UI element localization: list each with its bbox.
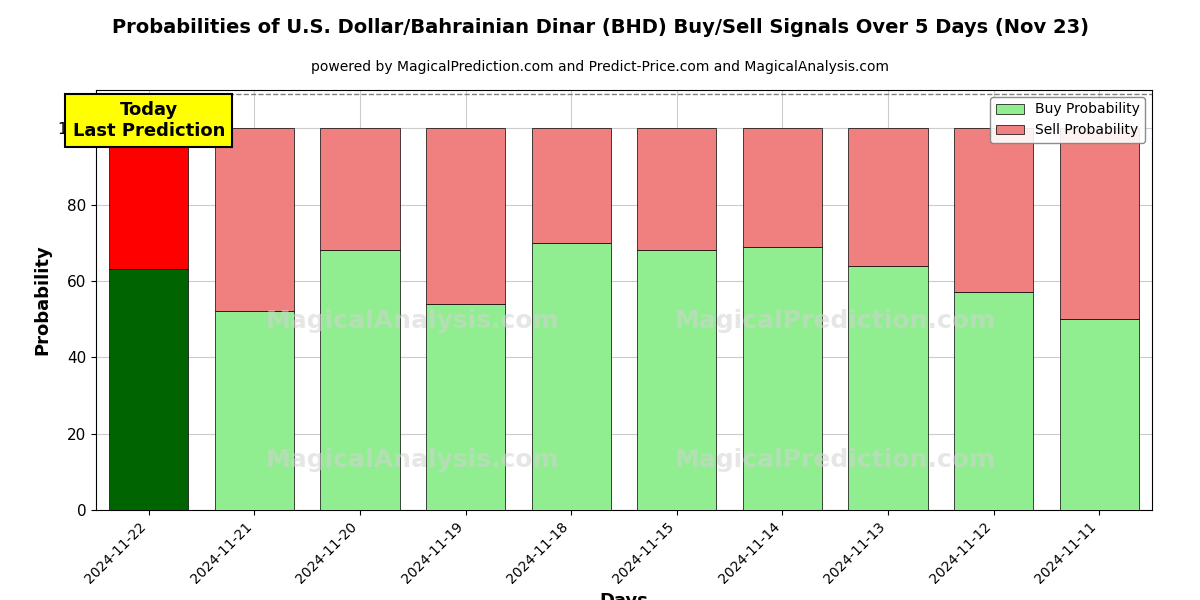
Text: MagicalAnalysis.com: MagicalAnalysis.com xyxy=(266,309,559,333)
Text: MagicalPrediction.com: MagicalPrediction.com xyxy=(674,309,996,333)
Bar xyxy=(532,128,611,243)
Bar xyxy=(1060,319,1139,510)
Bar xyxy=(109,269,188,510)
Bar xyxy=(109,128,188,269)
Text: Probabilities of U.S. Dollar/Bahrainian Dinar (BHD) Buy/Sell Signals Over 5 Days: Probabilities of U.S. Dollar/Bahrainian … xyxy=(112,18,1088,37)
Bar xyxy=(215,311,294,510)
Bar xyxy=(426,128,505,304)
Bar xyxy=(848,266,928,510)
Text: MagicalPrediction.com: MagicalPrediction.com xyxy=(674,448,996,472)
Bar xyxy=(320,128,400,250)
Bar xyxy=(848,128,928,266)
Bar xyxy=(954,128,1033,292)
Bar xyxy=(743,247,822,510)
Bar xyxy=(637,250,716,510)
X-axis label: Days: Days xyxy=(600,592,648,600)
Text: MagicalAnalysis.com: MagicalAnalysis.com xyxy=(266,448,559,472)
Y-axis label: Probability: Probability xyxy=(34,245,52,355)
Bar xyxy=(532,243,611,510)
Bar xyxy=(954,292,1033,510)
Bar xyxy=(637,128,716,250)
Bar xyxy=(426,304,505,510)
Bar xyxy=(743,128,822,247)
Legend: Buy Probability, Sell Probability: Buy Probability, Sell Probability xyxy=(990,97,1145,143)
Bar xyxy=(215,128,294,311)
Bar xyxy=(1060,128,1139,319)
Bar xyxy=(320,250,400,510)
Text: powered by MagicalPrediction.com and Predict-Price.com and MagicalAnalysis.com: powered by MagicalPrediction.com and Pre… xyxy=(311,60,889,74)
Text: Today
Last Prediction: Today Last Prediction xyxy=(73,101,224,140)
